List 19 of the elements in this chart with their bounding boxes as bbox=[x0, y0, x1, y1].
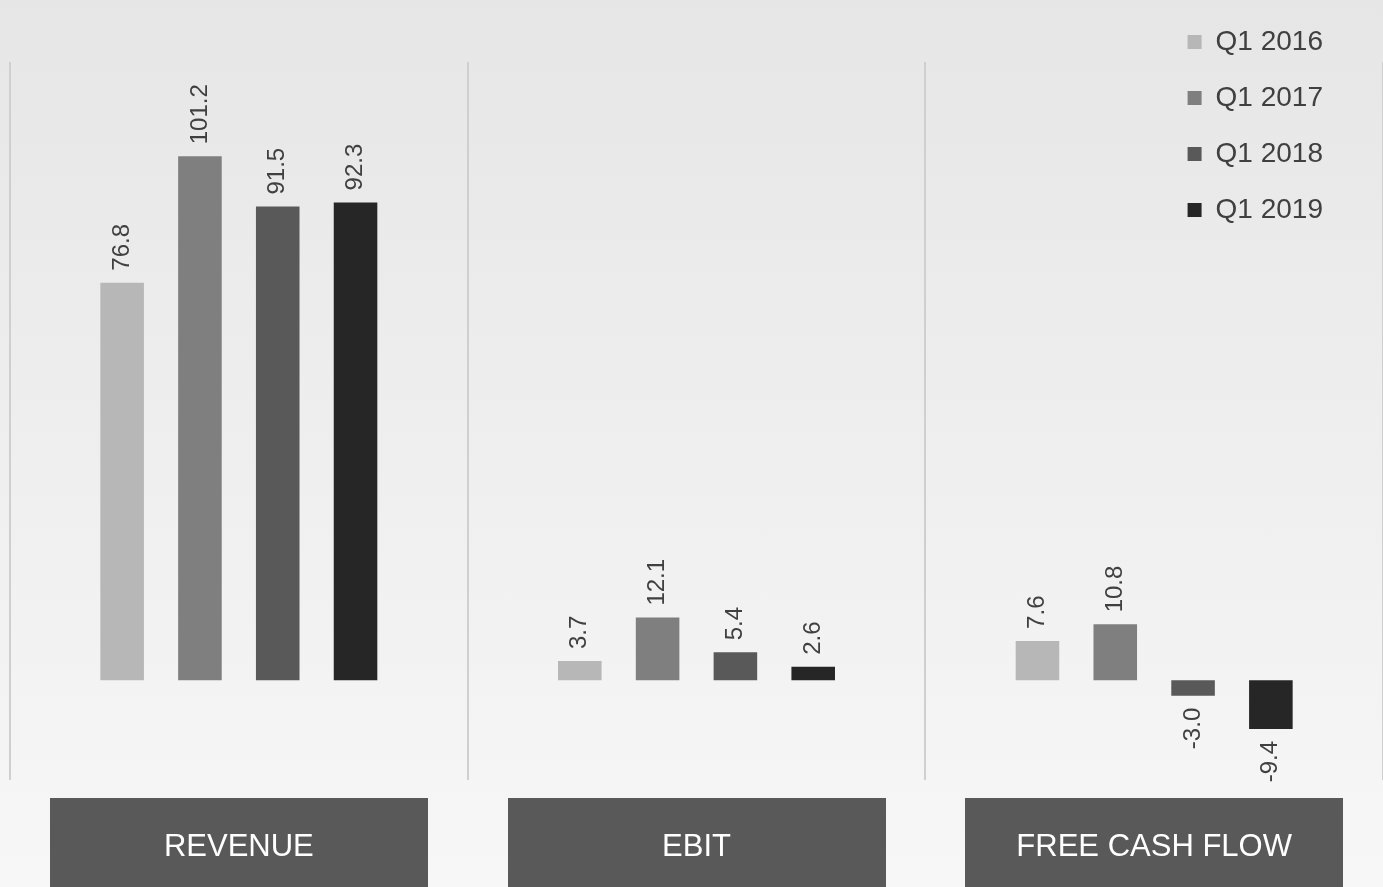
x-tick-label: EBIT bbox=[662, 828, 732, 864]
legend-label: Q1 2017 bbox=[1215, 80, 1323, 112]
legend-label: Q1 2016 bbox=[1215, 24, 1323, 56]
legend-label: Q1 2019 bbox=[1215, 192, 1323, 224]
data-label: 92.3 bbox=[340, 143, 368, 191]
data-label: 2.6 bbox=[797, 621, 825, 655]
data-label: 5.4 bbox=[720, 606, 748, 641]
data-label: 12.1 bbox=[642, 558, 670, 606]
legend-label: Q1 2018 bbox=[1215, 136, 1323, 168]
data-label: 7.6 bbox=[1022, 595, 1050, 629]
data-label: 101.2 bbox=[184, 84, 212, 145]
x-tick-label: REVENUE bbox=[163, 828, 314, 864]
data-label: -9.4 bbox=[1255, 740, 1283, 783]
data-label: 91.5 bbox=[262, 147, 290, 195]
x-tick-label: FREE CASH FLOW bbox=[1016, 828, 1293, 864]
data-label: 76.8 bbox=[106, 223, 134, 271]
data-label: 3.7 bbox=[564, 615, 592, 650]
data-label: -3.0 bbox=[1177, 707, 1205, 750]
data-label: 10.8 bbox=[1099, 565, 1127, 613]
